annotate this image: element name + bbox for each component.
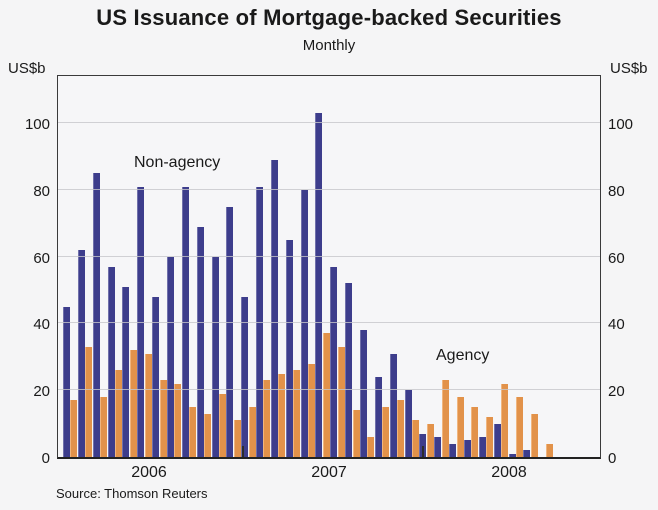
plot-inner bbox=[58, 76, 600, 457]
series-label-non-agency: Non-agency bbox=[134, 154, 221, 171]
y-tick-left-0: 0 bbox=[41, 450, 50, 467]
bar-agency-jun-2008 bbox=[501, 383, 509, 457]
bar-agency-jul-2006 bbox=[159, 380, 167, 457]
bar-non-agency-apr-2006 bbox=[107, 266, 115, 457]
bar-agency-may-2007 bbox=[308, 363, 315, 457]
bar-non-agency-dec-2007 bbox=[404, 390, 412, 457]
bar-non-agency-mar-2008 bbox=[449, 443, 457, 457]
bar-agency-feb-2006 bbox=[85, 346, 93, 457]
bar-non-agency-jun-2006 bbox=[137, 186, 145, 457]
y-tick-left-20: 20 bbox=[33, 383, 50, 401]
bar-non-agency-may-2008 bbox=[478, 436, 486, 457]
x-year-label-2008: 2008 bbox=[491, 464, 527, 481]
gridline-60 bbox=[58, 255, 600, 257]
chart-title: US Issuance of Mortgage-backed Securitie… bbox=[96, 5, 562, 30]
gridline-100 bbox=[58, 122, 600, 124]
bar-agency-jun-2007 bbox=[322, 333, 330, 457]
bar-non-agency-apr-2008 bbox=[463, 440, 471, 457]
bar-agency-sep-2006 bbox=[189, 406, 197, 457]
gridline-80 bbox=[58, 188, 600, 190]
bar-non-agency-jul-2006 bbox=[152, 296, 160, 457]
bar-non-agency-may-2007 bbox=[300, 189, 308, 457]
y-tick-right-20: 20 bbox=[608, 383, 625, 401]
bar-agency-mar-2007 bbox=[278, 373, 286, 457]
bar-non-agency-dec-2006 bbox=[226, 206, 234, 457]
bar-non-agency-jan-2008 bbox=[419, 433, 427, 457]
source-note: Source: Thomson Reuters bbox=[56, 486, 208, 501]
bar-agency-feb-2007 bbox=[263, 380, 271, 457]
bar-non-agency-nov-2006 bbox=[211, 256, 219, 457]
bar-agency-aug-2006 bbox=[174, 383, 182, 457]
bar-agency-jan-2008 bbox=[426, 423, 434, 457]
bar-agency-may-2008 bbox=[486, 416, 494, 457]
bar-agency-mar-2006 bbox=[100, 396, 108, 457]
bar-agency-sep-2007 bbox=[367, 436, 375, 457]
bar-agency-mar-2008 bbox=[456, 396, 464, 457]
bar-agency-nov-2006 bbox=[218, 393, 226, 457]
bar-agency-jul-2008 bbox=[515, 396, 523, 457]
bar-agency-jan-2006 bbox=[70, 400, 78, 457]
gridline-40 bbox=[58, 322, 600, 324]
y-tick-right-0: 0 bbox=[608, 450, 617, 467]
y-tick-left-80: 80 bbox=[33, 182, 50, 200]
bar-non-agency-jul-2007 bbox=[330, 266, 338, 457]
y-tick-right-60: 60 bbox=[608, 249, 625, 267]
bar-agency-sep-2008 bbox=[545, 443, 553, 457]
bar-non-agency-may-2006 bbox=[122, 286, 130, 457]
bar-agency-jul-2007 bbox=[337, 346, 345, 457]
plot-area bbox=[57, 75, 601, 459]
bar-agency-aug-2007 bbox=[352, 410, 360, 457]
bar-non-agency-jul-2008 bbox=[508, 453, 516, 457]
x-year-label-2007: 2007 bbox=[311, 464, 347, 481]
bar-agency-dec-2007 bbox=[411, 420, 419, 457]
y-tick-right-40: 40 bbox=[608, 316, 625, 334]
bar-agency-dec-2006 bbox=[233, 420, 241, 457]
year-tick-2007 bbox=[242, 446, 244, 457]
y-axis-unit-right: US$b bbox=[610, 60, 648, 77]
bar-agency-apr-2008 bbox=[471, 406, 479, 457]
bar-agency-jan-2007 bbox=[248, 406, 256, 457]
bar-non-agency-nov-2007 bbox=[389, 353, 397, 457]
bar-non-agency-aug-2007 bbox=[345, 283, 353, 457]
bar-non-agency-aug-2008 bbox=[523, 450, 531, 457]
bar-non-agency-mar-2007 bbox=[270, 159, 278, 457]
y-tick-left-60: 60 bbox=[33, 249, 50, 267]
y-tick-right-100: 100 bbox=[608, 116, 634, 134]
bar-non-agency-feb-2008 bbox=[434, 436, 442, 457]
bar-non-agency-feb-2007 bbox=[256, 186, 264, 457]
bar-non-agency-oct-2006 bbox=[196, 226, 204, 457]
bar-agency-feb-2008 bbox=[441, 380, 449, 457]
bar-non-agency-jun-2007 bbox=[315, 113, 323, 457]
bar-non-agency-jun-2008 bbox=[493, 423, 501, 457]
bar-agency-apr-2006 bbox=[114, 370, 122, 457]
bar-non-agency-aug-2006 bbox=[166, 256, 174, 457]
bar-agency-oct-2006 bbox=[204, 413, 212, 457]
y-axis-unit-left: US$b bbox=[8, 60, 46, 77]
bar-agency-nov-2007 bbox=[397, 400, 405, 457]
bar-agency-oct-2007 bbox=[382, 406, 390, 457]
year-tick-2008 bbox=[422, 446, 424, 457]
bar-non-agency-apr-2007 bbox=[285, 239, 293, 457]
bar-non-agency-sep-2007 bbox=[360, 330, 367, 457]
bar-non-agency-oct-2007 bbox=[374, 376, 382, 457]
gridline-20 bbox=[58, 389, 600, 391]
bar-agency-jun-2006 bbox=[144, 353, 152, 457]
bar-non-agency-feb-2006 bbox=[77, 249, 85, 457]
bar-agency-aug-2008 bbox=[530, 413, 538, 457]
bar-non-agency-sep-2006 bbox=[181, 186, 189, 457]
bar-non-agency-jan-2006 bbox=[63, 306, 70, 457]
bar-non-agency-mar-2006 bbox=[92, 173, 100, 457]
y-tick-right-80: 80 bbox=[608, 182, 625, 200]
series-label-agency: Agency bbox=[436, 347, 490, 364]
bar-agency-apr-2007 bbox=[293, 370, 301, 457]
bar-non-agency-jan-2007 bbox=[241, 296, 249, 457]
y-tick-left-40: 40 bbox=[33, 316, 50, 334]
bar-agency-may-2006 bbox=[129, 350, 137, 457]
y-tick-left-100: 100 bbox=[24, 116, 50, 134]
chart-subtitle: Monthly bbox=[302, 37, 356, 54]
x-year-label-2006: 2006 bbox=[131, 464, 167, 481]
